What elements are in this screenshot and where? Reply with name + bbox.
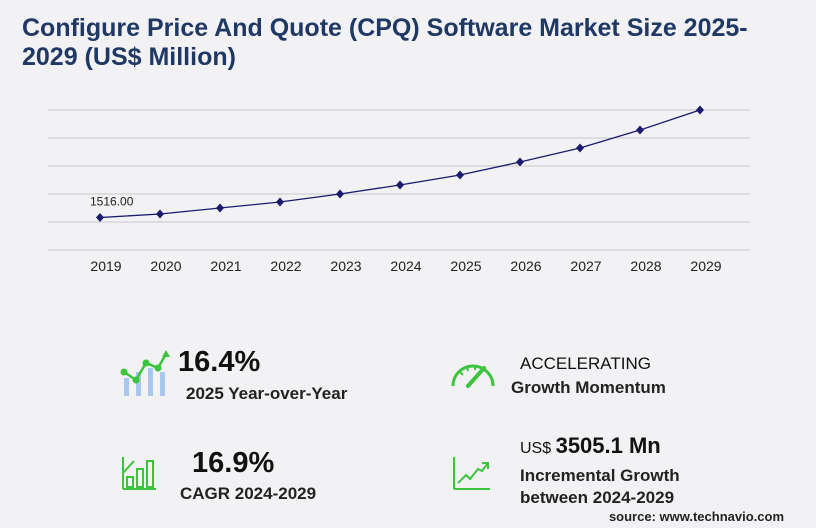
data-point-2026 — [516, 157, 524, 167]
yoy-label: 2025 Year-over-Year — [186, 384, 348, 403]
data-label-2019: 1516.00 — [90, 195, 134, 209]
chart-title: Configure Price And Quote (CPQ) Software… — [22, 14, 748, 71]
x-tick-2021: 2021 — [210, 258, 241, 274]
x-tick-2023: 2023 — [330, 258, 361, 274]
x-tick-2024: 2024 — [390, 258, 421, 274]
data-point-2019 — [96, 213, 104, 223]
trend-up-icon — [453, 457, 490, 490]
series-line — [99, 109, 701, 219]
incremental-value: US$ 3505.1 Mn — [520, 433, 661, 459]
data-point-2024 — [396, 180, 404, 190]
line-chart: 2019 2020 2021 2022 2023 2024 2025 2026 2027 2028… — [48, 105, 750, 274]
data-point-2027 — [576, 143, 584, 153]
data-point-2022 — [276, 197, 284, 207]
x-tick-2019: 2019 — [90, 258, 121, 274]
x-tick-2022: 2022 — [270, 258, 301, 274]
data-point-2029 — [696, 105, 704, 115]
data-point-2023 — [336, 189, 344, 199]
x-tick-2027: 2027 — [570, 258, 601, 274]
currency-prefix: US$ — [520, 440, 552, 457]
data-point-2020 — [156, 209, 164, 219]
x-tick-2028: 2028 — [630, 258, 661, 274]
source-text: source: www.technavio.com — [608, 509, 784, 524]
yoy-value: 16.4% — [178, 346, 261, 378]
speedometer-icon — [451, 364, 495, 388]
cagr-value: 16.9% — [192, 447, 275, 479]
x-tick-2029: 2029 — [690, 258, 721, 274]
incremental-label-2: between 2024-2029 — [520, 488, 675, 507]
data-point-2025 — [456, 170, 464, 180]
bar-chart-icon — [122, 457, 156, 490]
cagr-label: CAGR 2024-2029 — [180, 484, 317, 503]
x-tick-2026: 2026 — [510, 258, 541, 274]
momentum-label: Growth Momentum — [511, 378, 666, 397]
data-point-2021 — [216, 203, 224, 213]
x-tick-2025: 2025 — [450, 258, 481, 274]
data-point-2028 — [636, 125, 644, 135]
momentum-value: ACCELERATING — [520, 354, 651, 373]
incremental-amount: 3505.1 Mn — [555, 433, 661, 458]
bar-growth-chart-icon — [120, 350, 170, 396]
x-tick-2020: 2020 — [150, 258, 181, 274]
incremental-label-1: Incremental Growth — [520, 466, 680, 485]
